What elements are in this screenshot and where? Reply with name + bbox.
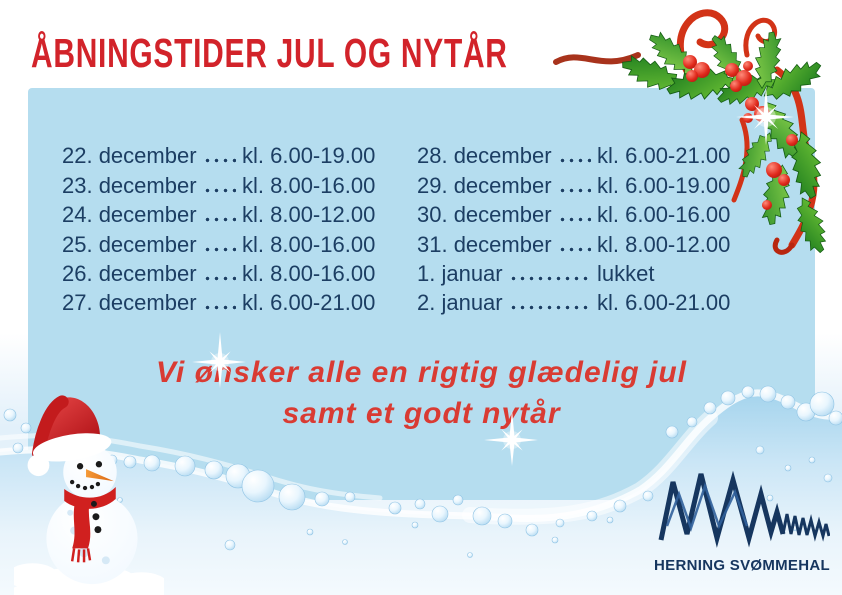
schedule-row: 23. december kl. 8.00-16.00 xyxy=(62,169,384,198)
dotted-leader xyxy=(557,169,591,193)
scarf xyxy=(64,487,116,563)
schedule-row: 30. december kl. 6.00-16.00 xyxy=(417,198,739,228)
logo-text: HERNING SVØMMEHAL xyxy=(654,557,830,574)
dotted-leader xyxy=(508,257,591,281)
schedule-row: 1. januar lukket xyxy=(417,257,739,287)
schedule-date: 29. december xyxy=(417,172,552,198)
schedule-time: kl. 6.00-16.00 xyxy=(597,202,731,228)
holly-decoration xyxy=(553,9,834,257)
schedule-row: 29. december kl. 6.00-19.00 xyxy=(417,169,739,198)
snowman-body xyxy=(46,492,138,585)
schedule-date: 1. januar xyxy=(417,260,503,286)
schedule-date: 28. december xyxy=(417,143,552,169)
logo: HERNING SVØMMEHAL xyxy=(652,468,832,574)
schedule-time: kl. 8.00-12.00 xyxy=(242,202,376,228)
schedule-column-left: 22. december kl. 6.00-19.00 23. december kl… xyxy=(62,140,384,316)
schedule-date: 31. december xyxy=(417,231,552,257)
schedule-time: kl. 6.00-21.00 xyxy=(597,290,731,316)
dotted-leader xyxy=(202,286,236,311)
dotted-leader xyxy=(202,198,236,223)
schedule: 22. december kl. 6.00-19.00 23. december kl… xyxy=(62,140,739,316)
schedule-time: kl. 6.00-21.00 xyxy=(242,290,376,316)
schedule-row: 28. december kl. 6.00-21.00 xyxy=(417,140,739,169)
schedule-column-right: 28. december kl. 6.00-21.00 29. december kl… xyxy=(417,140,739,316)
dotted-leader xyxy=(202,257,236,281)
schedule-time: kl. 8.00-16.00 xyxy=(242,260,376,286)
santa-hat-icon xyxy=(27,395,112,477)
schedule-row: 25. december kl. 8.00-16.00 xyxy=(62,228,384,257)
logo-zigzag-icon xyxy=(658,470,830,548)
schedule-time: kl. 6.00-19.00 xyxy=(242,143,376,169)
schedule-row: 26. december kl. 8.00-16.00 xyxy=(62,257,384,287)
dotted-leader xyxy=(557,140,591,164)
schedule-date: 26. december xyxy=(62,260,197,286)
schedule-time: kl. 8.00-12.00 xyxy=(597,231,731,257)
dotted-leader xyxy=(202,169,236,193)
schedule-date: 25. december xyxy=(62,231,197,257)
schedule-time: lukket xyxy=(597,260,655,286)
schedule-date: 2. januar xyxy=(417,290,503,316)
schedule-row: 2. januar kl. 6.00-21.00 xyxy=(417,286,739,316)
schedule-time: kl. 8.00-16.00 xyxy=(242,231,376,257)
holly-leaves xyxy=(616,26,834,257)
schedule-row: 22. december kl. 6.00-19.00 xyxy=(62,140,384,169)
dotted-leader xyxy=(508,286,591,311)
schedule-date: 27. december xyxy=(62,290,197,316)
dotted-leader xyxy=(202,228,236,252)
buttons xyxy=(90,500,102,534)
schedule-time: kl. 6.00-19.00 xyxy=(597,172,731,198)
schedule-time: kl. 8.00-16.00 xyxy=(242,172,376,198)
snowman-illustration xyxy=(14,395,164,595)
schedule-panel xyxy=(28,88,815,500)
schedule-time: kl. 6.00-21.00 xyxy=(597,143,731,169)
schedule-date: 23. december xyxy=(62,172,197,198)
dotted-leader xyxy=(557,228,591,252)
schedule-row: 27. december kl. 6.00-21.00 xyxy=(62,286,384,316)
dotted-leader xyxy=(557,198,591,223)
schedule-date: 30. december xyxy=(417,202,552,228)
schedule-row: 24. december kl. 8.00-12.00 xyxy=(62,198,384,228)
poster-title: ÅBNINGSTIDER JUL OG NYTÅR xyxy=(31,30,508,76)
schedule-row: 31. december kl. 8.00-12.00 xyxy=(417,228,739,257)
dotted-leader xyxy=(202,140,236,164)
schedule-date: 22. december xyxy=(62,143,197,169)
schedule-date: 24. december xyxy=(62,202,197,228)
